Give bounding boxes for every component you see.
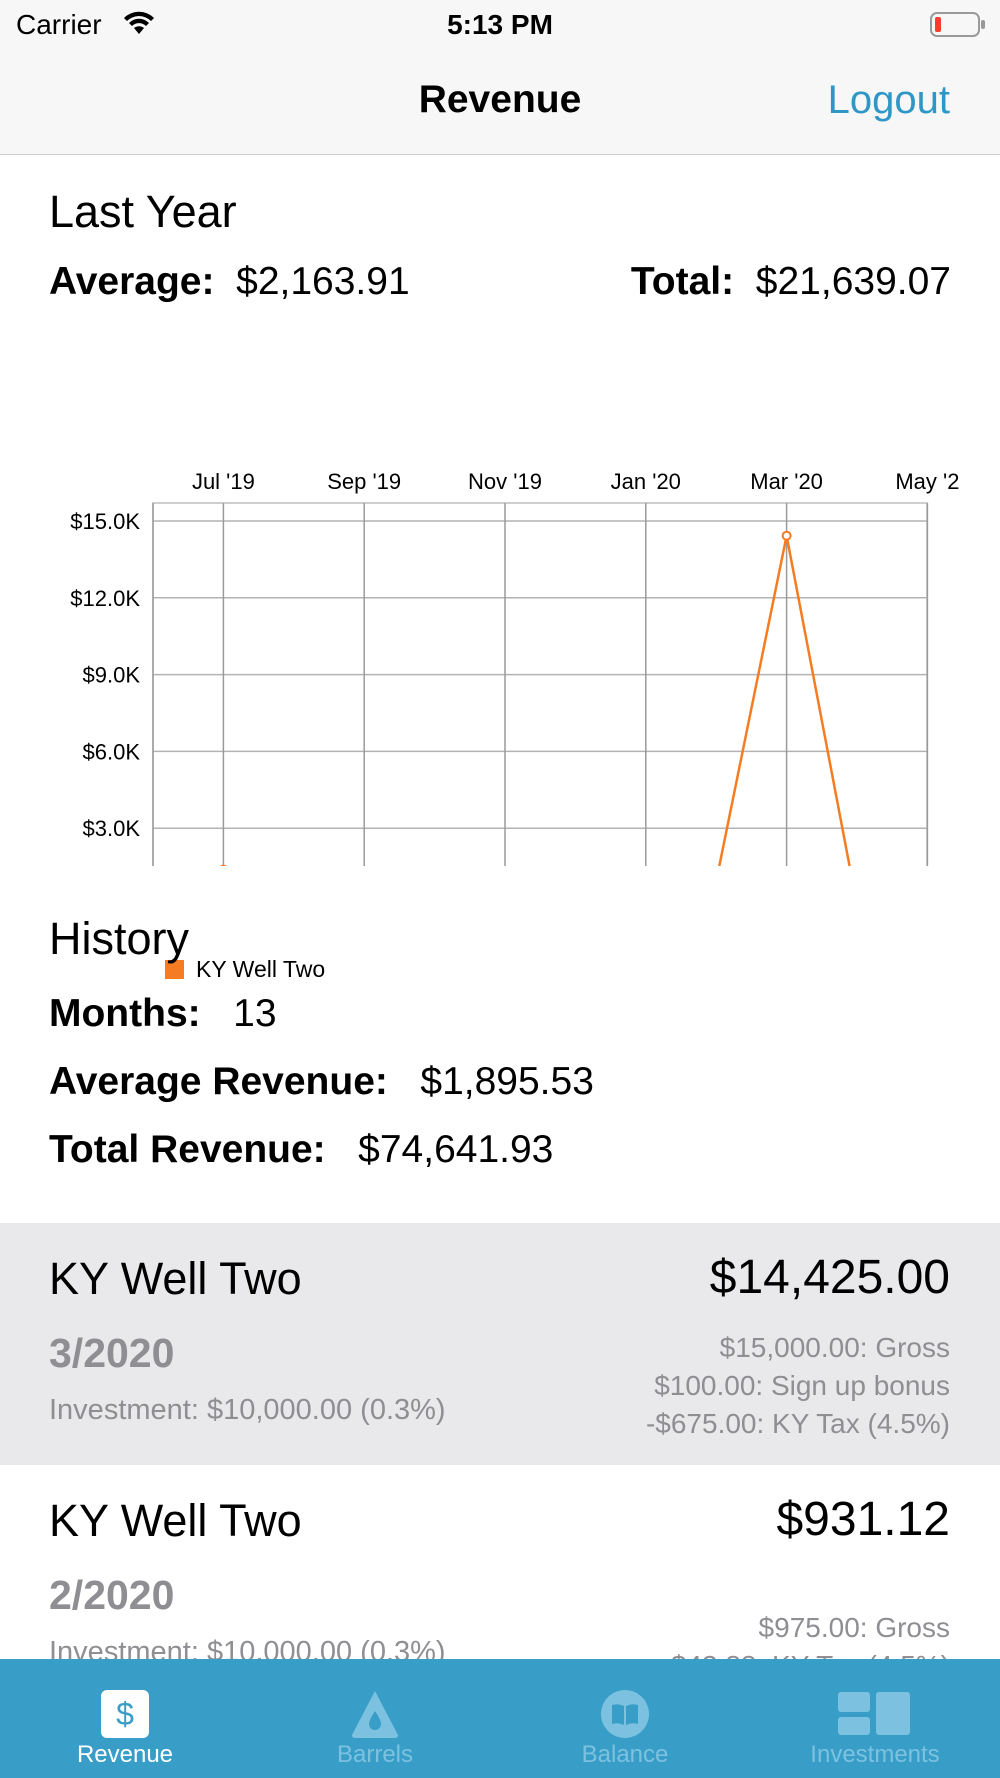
plot-frame <box>152 502 928 866</box>
row-amount: $14,425.00 <box>709 1251 950 1304</box>
x-tick-label: Mar '20 <box>750 469 823 494</box>
drop-icon <box>352 1691 398 1738</box>
history-months: Months: 13 <box>49 992 277 1036</box>
tab-revenue[interactable]: $ Revenue <box>0 1659 250 1778</box>
status-bar: Carrier 5:13 PM <box>0 0 1000 52</box>
chart-legend: KY Well Two <box>165 956 325 983</box>
legend-swatch <box>165 960 184 979</box>
average-value: $2,163.91 <box>236 260 410 303</box>
y-tick-label: $3.0K <box>83 816 141 841</box>
row-breakdown-line: $975.00: Gross <box>758 1612 950 1643</box>
total-revenue-value: $74,641.93 <box>358 1128 554 1171</box>
months-label: Months: <box>49 992 201 1035</box>
revenue-row[interactable]: KY Well Two 3/2020 Investment: $10,000.0… <box>0 1223 1000 1465</box>
tab-barrels[interactable]: Barrels <box>250 1659 500 1778</box>
y-tick-label: $12.0K <box>70 586 140 611</box>
revenue-scroll-view[interactable]: Last Year Average: $2,163.91 Total: $21,… <box>0 156 1000 1659</box>
x-tick-label: Sep '19 <box>327 469 401 494</box>
history-title: History <box>49 913 190 964</box>
y-tick-label: $15.0K <box>70 509 140 534</box>
last-year-title: Last Year <box>49 186 237 237</box>
x-tick-label: Jul '19 <box>192 469 255 494</box>
carrier-label: Carrier <box>16 9 102 40</box>
revenue-line-chart: $15.0K$12.0K$9.0K$6.0K$3.0K$0.0Jul '19Se… <box>70 469 959 866</box>
svg-text:$: $ <box>116 1696 134 1732</box>
row-well-name: KY Well Two <box>49 1495 302 1546</box>
average-revenue-label: Average Revenue: <box>49 1060 388 1103</box>
page-title: Revenue <box>418 78 582 121</box>
row-investment: Investment: $10,000.00 (0.3%) <box>49 1636 446 1659</box>
x-tick-label: Jan '20 <box>611 469 681 494</box>
dashboard-icon <box>838 1692 910 1735</box>
navigation-bar: Revenue Logout <box>0 52 1000 155</box>
last-year-average: Average: $2,163.91 <box>49 260 410 304</box>
logout-button[interactable]: Logout <box>827 78 950 122</box>
data-point <box>781 530 792 541</box>
row-breakdown-line: -$43.88: KY Tax (4.5%) <box>662 1647 950 1659</box>
tab-balance[interactable]: Balance <box>500 1659 750 1778</box>
row-date: 3/2020 <box>49 1330 175 1376</box>
wifi-icon <box>124 11 154 34</box>
row-breakdown-line: $15,000.00: Gross <box>719 1332 950 1363</box>
total-label: Total: <box>630 260 735 303</box>
tab-investments[interactable]: Investments <box>750 1659 1000 1778</box>
x-tick-label: Nov '19 <box>468 469 542 494</box>
row-amount: $931.12 <box>776 1493 950 1546</box>
y-tick-label: $9.0K <box>83 663 141 688</box>
tab-label: Balance <box>581 1741 669 1768</box>
last-year-total: Total: $21,639.07 <box>631 260 951 304</box>
row-investment: Investment: $10,000.00 (0.3%) <box>49 1394 446 1426</box>
tab-label: Barrels <box>336 1741 414 1768</box>
revenue-chart[interactable]: $15.0K$12.0K$9.0K$6.0K$3.0K$0.0Jul '19Se… <box>0 296 1000 982</box>
book-icon <box>601 1690 649 1738</box>
series-line <box>718 535 851 866</box>
y-tick-label: $6.0K <box>83 739 141 764</box>
row-breakdown-line: $100.00: Sign up bonus <box>654 1370 950 1401</box>
row-date: 2/2020 <box>49 1572 175 1618</box>
history-average-revenue: Average Revenue: $1,895.53 <box>49 1060 594 1104</box>
legend-label: KY Well Two <box>196 956 326 982</box>
average-revenue-value: $1,895.53 <box>420 1060 594 1103</box>
months-value: 13 <box>233 992 277 1035</box>
revenue-row[interactable]: KY Well Two 2/2020 Investment: $10,000.0… <box>0 1465 1000 1659</box>
total-revenue-label: Total Revenue: <box>49 1128 326 1171</box>
tab-label: Revenue <box>76 1741 174 1768</box>
row-breakdown: $975.00: Gross -$43.88: KY Tax (4.5%) <box>662 1609 950 1659</box>
row-breakdown-line: -$675.00: KY Tax (4.5%) <box>645 1408 950 1439</box>
row-breakdown: $15,000.00: Gross $100.00: Sign up bonus… <box>646 1329 950 1443</box>
dollar-icon: $ <box>101 1690 149 1738</box>
total-value: $21,639.07 <box>755 260 951 303</box>
history-total-revenue: Total Revenue: $74,641.93 <box>49 1128 553 1172</box>
clock: 5:13 PM <box>447 9 553 40</box>
average-label: Average: <box>49 260 215 303</box>
row-well-name: KY Well Two <box>49 1253 302 1304</box>
x-tick-label: May '2 <box>895 469 959 494</box>
tab-bar: $ Revenue Barrels Balance Investments <box>0 1659 1000 1778</box>
battery-icon <box>930 12 985 37</box>
tab-label: Investments <box>810 1741 940 1768</box>
